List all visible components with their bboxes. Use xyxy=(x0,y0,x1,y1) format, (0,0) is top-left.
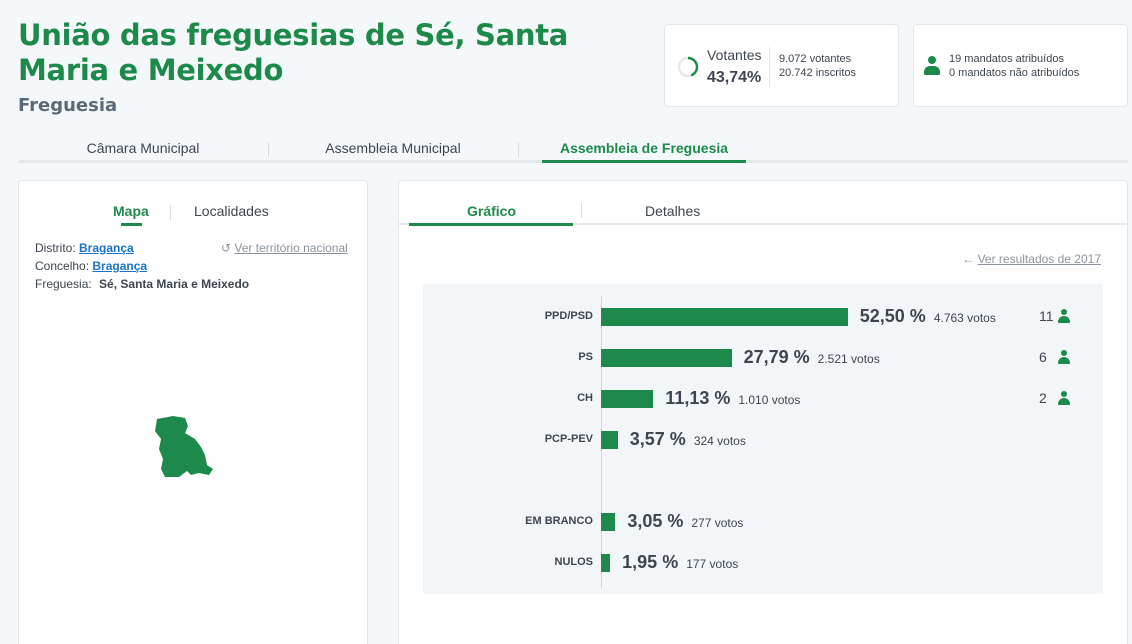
parish-row: Freguesia: Sé, Santa Maria e Meixedo xyxy=(35,277,250,291)
bar-votes-ppd-psd: 4.763 votos xyxy=(933,311,996,325)
tab-separator xyxy=(518,142,519,157)
tab-detalhes[interactable]: Detalhes xyxy=(645,203,701,219)
bar-label-ppd-psd: PPD/PSD xyxy=(544,310,593,322)
turnout-card: Votantes 43,74% 9.072 votantes 20.742 in… xyxy=(664,24,899,107)
arrow-left-icon: ← xyxy=(962,252,975,266)
results-panel: Gráfico Detalhes ← Ver resultados de 201… xyxy=(398,180,1128,644)
parish-map-shape[interactable] xyxy=(151,413,215,479)
council-row: Concelho: Bragança xyxy=(35,259,148,273)
page-subtitle: Freguesia xyxy=(18,95,118,116)
subtab-separator xyxy=(170,205,171,220)
seats-ppd-psd: 11 xyxy=(1039,308,1054,324)
map-panel: Mapa Localidades ↺ Ver território nacion… xyxy=(18,180,368,644)
chart-tab-indicator xyxy=(409,223,573,226)
map-tab-indicator xyxy=(121,223,142,226)
person-icon xyxy=(1057,391,1071,406)
bar-ch xyxy=(601,390,654,408)
page-title: União das freguesias de Sé, Santa Maria … xyxy=(18,18,569,87)
voters-count: 9.072 votantes xyxy=(779,53,852,65)
bar-nulos xyxy=(601,554,611,572)
bar-ppd-psd xyxy=(601,308,848,326)
mandates-card: 19 mandatos atribuídos 0 mandatos não at… xyxy=(913,24,1128,107)
mandates-unassigned: 0 mandatos não atribuídos xyxy=(949,67,1080,79)
turnout-divider xyxy=(769,47,770,87)
turnout-percent: 43,74% xyxy=(707,69,762,86)
active-tab-indicator xyxy=(542,160,746,163)
undo-icon: ↺ xyxy=(221,241,232,255)
council-link[interactable]: Bragança xyxy=(92,259,148,273)
bar-em-branco xyxy=(601,513,616,531)
bar-votes-ch: 1.010 votos xyxy=(738,393,801,407)
tab-mapa[interactable]: Mapa xyxy=(113,203,149,219)
registered-count: 20.742 inscritos xyxy=(779,67,857,79)
results-chart: PPD/PSD 52,50 % 4.763 votos 11 PS 27,79 % 2.52… xyxy=(423,284,1103,594)
seats-ps: 6 xyxy=(1039,349,1047,365)
subtabs-baseline xyxy=(399,223,1127,225)
district-link[interactable]: Bragança xyxy=(79,241,134,255)
parish-name: Sé, Santa Maria e Meixedo xyxy=(99,277,250,291)
bar-value-ch: 11,13 % xyxy=(665,388,731,408)
tab-camara-municipal[interactable]: Câmara Municipal xyxy=(86,140,200,156)
person-icon xyxy=(1057,309,1071,324)
bar-pcp-pev xyxy=(601,431,618,449)
bar-votes-nulos: 177 votos xyxy=(686,557,739,571)
bar-value-ppd-psd: 52,50 % xyxy=(859,306,926,326)
bar-votes-em-branco: 277 votos xyxy=(691,516,744,530)
bar-label-pcp-pev: PCP-PEV xyxy=(544,433,593,445)
bar-ps xyxy=(601,349,732,367)
tab-localidades[interactable]: Localidades xyxy=(194,203,269,219)
subtab-separator xyxy=(581,203,582,218)
mandates-assigned: 19 mandatos atribuídos xyxy=(949,53,1064,65)
bar-label-nulos: NULOS xyxy=(554,556,594,568)
bar-value-nulos: 1,95 % xyxy=(622,552,679,572)
bar-value-pcp-pev: 3,57 % xyxy=(629,429,686,449)
bar-votes-ps: 2.521 votos xyxy=(817,352,880,366)
turnout-ring-icon xyxy=(677,56,699,78)
district-row: Distrito: Bragança xyxy=(35,241,134,255)
bar-value-ps: 27,79 % xyxy=(743,347,810,367)
tab-grafico[interactable]: Gráfico xyxy=(467,203,517,219)
tab-assembleia-municipal[interactable]: Assembleia Municipal xyxy=(325,140,461,156)
bar-votes-pcp-pev: 324 votos xyxy=(693,434,746,448)
bar-value-em-branco: 3,05 % xyxy=(627,511,684,531)
tab-separator xyxy=(268,142,269,157)
person-icon xyxy=(923,56,941,76)
election-tabs: Câmara Municipal Assembleia Municipal As… xyxy=(18,134,1128,164)
previous-results-link[interactable]: ← Ver resultados de 2017 xyxy=(962,252,1101,266)
bar-label-ch: CH xyxy=(577,392,593,404)
person-icon xyxy=(1057,350,1071,365)
turnout-label: Votantes xyxy=(707,47,762,63)
bar-label-ps: PS xyxy=(578,351,593,363)
bar-label-em-branco: EM BRANCO xyxy=(525,515,593,527)
tab-assembleia-freguesia[interactable]: Assembleia de Freguesia xyxy=(559,140,729,156)
seats-ch: 2 xyxy=(1039,390,1047,406)
national-territory-link[interactable]: ↺ Ver território nacional xyxy=(221,241,348,255)
